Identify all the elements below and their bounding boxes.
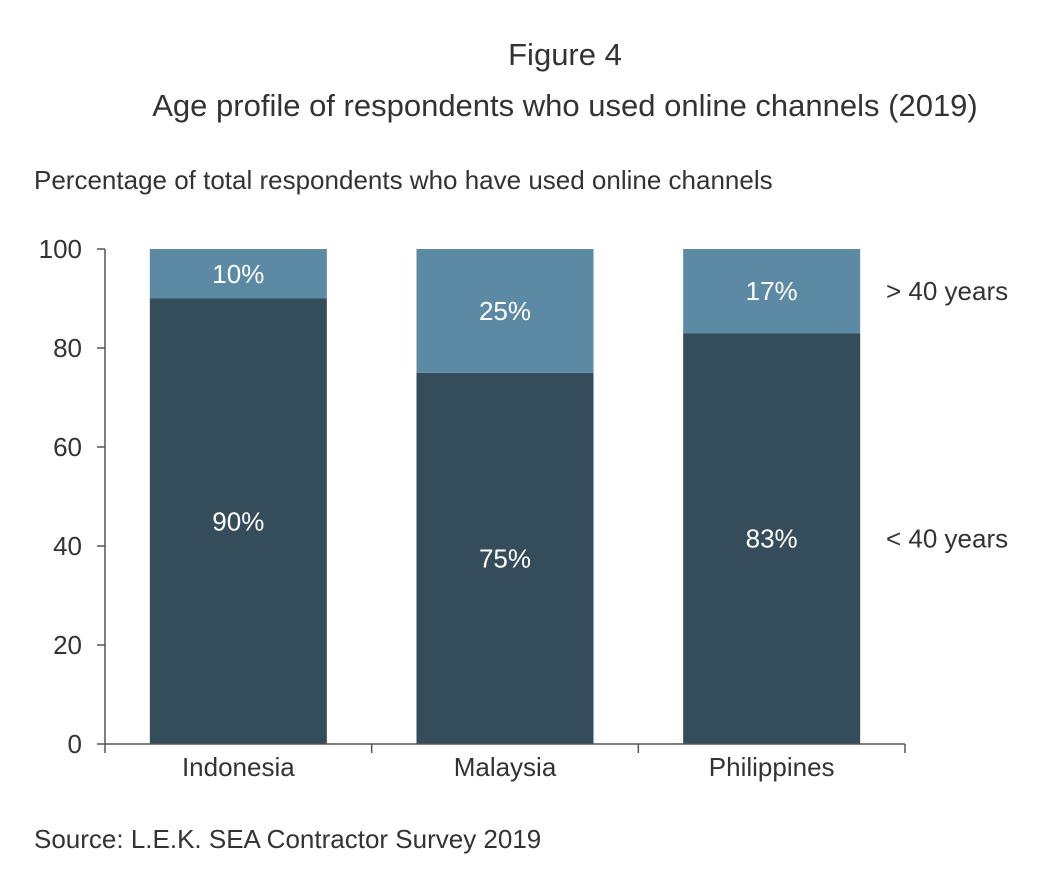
source-note: Source: L.E.K. SEA Contractor Survey 201… <box>34 824 542 854</box>
x-tick-label: Malaysia <box>454 752 557 782</box>
y-axis-label: Percentage of total respondents who have… <box>34 165 773 195</box>
bar-over-40-indonesia <box>149 249 327 299</box>
legend-under-40: < 40 years <box>886 524 1008 554</box>
data-label: 25% <box>479 296 531 326</box>
bar-under-40-philippines <box>683 333 861 744</box>
y-tick-label: 40 <box>53 531 82 561</box>
bar-over-40-malaysia <box>416 249 594 373</box>
y-tick-label: 80 <box>53 333 82 363</box>
y-tick-label: 0 <box>68 729 82 759</box>
y-tick-label: 100 <box>39 234 82 264</box>
bar-under-40-indonesia <box>149 298 327 744</box>
data-label: 83% <box>746 524 798 554</box>
x-tick-label: Indonesia <box>182 752 295 782</box>
y-tick-label: 60 <box>53 432 82 462</box>
data-label: 10% <box>212 259 264 289</box>
data-label: 90% <box>212 506 264 536</box>
data-label: 17% <box>746 276 798 306</box>
bar-under-40-malaysia <box>416 372 594 744</box>
y-tick-label: 20 <box>53 630 82 660</box>
x-tick-label: Philippines <box>709 752 835 782</box>
legend-over-40: > 40 years <box>886 276 1008 306</box>
figure-label: Figure 4 <box>508 37 622 72</box>
data-label: 75% <box>479 543 531 573</box>
chart-title: Age profile of respondents who used onli… <box>152 88 978 123</box>
bar-over-40-philippines <box>683 249 861 334</box>
